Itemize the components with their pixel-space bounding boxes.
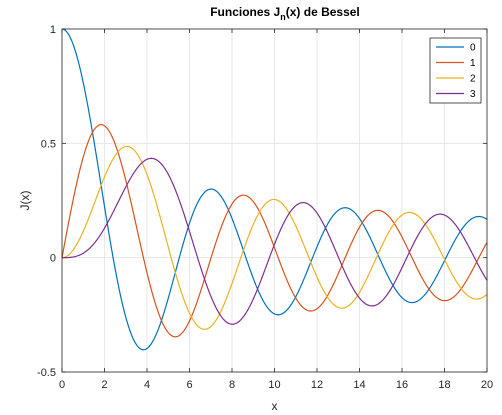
x-tick-label: 16 bbox=[396, 379, 408, 391]
x-tick-label: 6 bbox=[186, 379, 192, 391]
x-axis-label: x bbox=[272, 399, 278, 413]
axis-ticks: 0 2 4 6 8 10 12 14 16 18 20-0.500.51 bbox=[37, 24, 493, 391]
legend[interactable]: 0 1 2 3 bbox=[429, 37, 482, 104]
x-tick-label: 2 bbox=[101, 379, 107, 391]
title-main: Funciones J bbox=[210, 5, 280, 19]
series-line-2 bbox=[61, 145, 488, 330]
x-tick-label: 4 bbox=[144, 379, 150, 391]
legend-label-1: 1 bbox=[470, 58, 476, 69]
x-tick-label: 14 bbox=[353, 379, 365, 391]
y-tick-label: 1 bbox=[50, 24, 56, 36]
legend-label-2: 2 bbox=[470, 74, 476, 85]
y-axis-label: J(x) bbox=[18, 191, 32, 211]
y-tick-label: 0.5 bbox=[41, 138, 56, 150]
series-line-0 bbox=[61, 28, 488, 351]
x-tick-label: 10 bbox=[268, 379, 280, 391]
y-tick-label: 0 bbox=[50, 253, 56, 265]
legend-box bbox=[429, 37, 482, 104]
series-line-3 bbox=[62, 157, 488, 325]
title-subscript: n bbox=[280, 12, 286, 22]
x-tick-label: 12 bbox=[311, 379, 323, 391]
series-line-1 bbox=[61, 124, 488, 338]
legend-label-0: 0 bbox=[470, 43, 476, 54]
x-tick-label: 8 bbox=[229, 379, 235, 391]
x-tick-label: 18 bbox=[438, 379, 450, 391]
title-rest: (x) de Bessel bbox=[286, 5, 360, 19]
chart-title: Funciones Jn(x) de Bessel bbox=[210, 5, 360, 22]
legend-label-3: 3 bbox=[470, 89, 476, 100]
y-tick-label: -0.5 bbox=[37, 367, 56, 379]
x-tick-label: 20 bbox=[481, 379, 493, 391]
x-tick-label: 0 bbox=[59, 379, 65, 391]
axes-box bbox=[61, 28, 488, 373]
series-lines bbox=[61, 28, 488, 351]
